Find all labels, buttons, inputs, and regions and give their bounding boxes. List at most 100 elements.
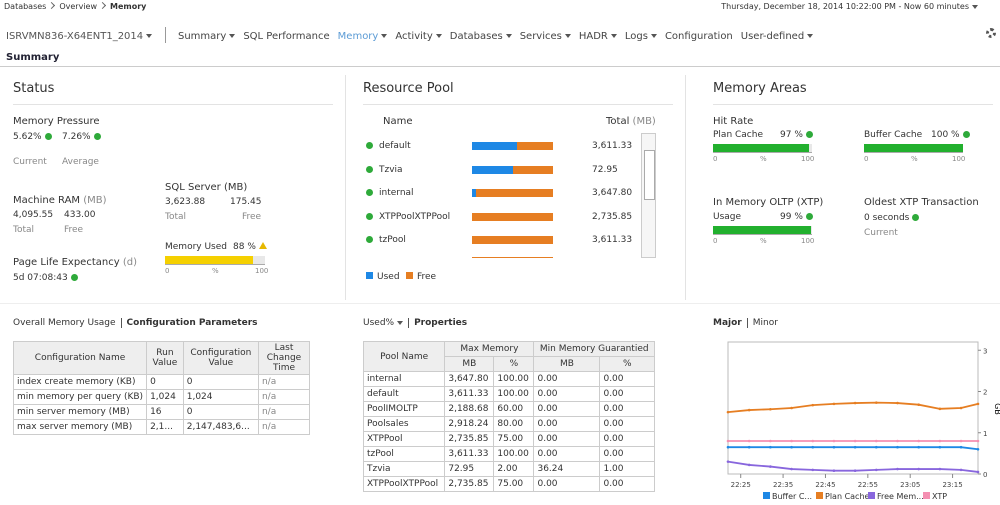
- gauge-axis: %: [911, 155, 918, 163]
- crumb[interactable]: Overview: [59, 2, 98, 11]
- point: [959, 439, 963, 443]
- time-range[interactable]: Thursday, December 18, 2014 10:22:00 PM …: [721, 2, 978, 11]
- point: [853, 401, 857, 405]
- pool-bar: [472, 189, 553, 197]
- tab[interactable]: Minor: [746, 318, 778, 328]
- plot-frame: [727, 341, 979, 475]
- point: [853, 469, 857, 472]
- label: Memory Pressure: [13, 116, 100, 127]
- tab[interactable]: Major: [713, 318, 742, 328]
- cell: 0.00: [533, 431, 601, 447]
- caption: Current: [864, 228, 898, 238]
- point: [976, 447, 980, 451]
- server-select[interactable]: ISRVMN836-X64ENT1_2014: [6, 31, 153, 42]
- server-name[interactable]: ISRVMN836-X64ENT1_2014: [6, 31, 144, 42]
- cell: 2,188.68: [444, 401, 495, 417]
- divider: [0, 303, 1000, 304]
- point: [811, 403, 815, 407]
- cell: XTPPoolXTPPool: [362, 476, 446, 492]
- row: internal 3,647.80 100.00 0.00 0.00: [362, 371, 655, 387]
- column-header: Total (MB): [606, 116, 656, 127]
- nav-item[interactable]: Memory: [338, 31, 388, 42]
- point: [976, 402, 980, 406]
- y2-tick-label: 0: [983, 471, 987, 479]
- value: 100 %: [931, 130, 960, 140]
- divider: [345, 75, 346, 300]
- nav-item[interactable]: Services: [520, 31, 571, 42]
- nav-item[interactable]: Summary: [178, 31, 236, 42]
- series-line: [727, 460, 979, 473]
- nav-item[interactable]: Activity: [395, 31, 442, 42]
- value: 0 seconds: [864, 213, 920, 223]
- tabs: Overall Memory Usage Configuration Parame…: [13, 318, 258, 328]
- settings-icon[interactable]: [986, 28, 996, 38]
- nav-item[interactable]: HADR: [579, 31, 617, 42]
- pool-total: 72.95: [592, 164, 618, 175]
- point: [790, 445, 793, 449]
- tab[interactable]: Used%: [363, 318, 395, 328]
- gauge-axis: 0: [713, 237, 718, 245]
- legend-item: Free: [406, 272, 436, 282]
- value: 100 %: [931, 130, 970, 140]
- cell: n/a: [257, 389, 311, 405]
- nav-item[interactable]: Configuration: [664, 31, 733, 42]
- point: [747, 445, 751, 449]
- ok-icon: [805, 213, 813, 220]
- cell: 75.00: [493, 476, 535, 492]
- cell: 2,1...: [146, 419, 184, 435]
- row: Poolsales 2,918.24 80.00 0.00 0.00: [362, 416, 655, 432]
- divider: [472, 257, 553, 258]
- legend-label: Buffer C...: [772, 492, 812, 501]
- scroll-thumb[interactable]: [644, 150, 655, 200]
- divider: [165, 27, 166, 43]
- legend-label: Free Mem...: [877, 492, 924, 501]
- value: 99 %: [780, 212, 803, 222]
- tab[interactable]: Overall Memory Usage: [13, 318, 116, 328]
- row: min server memory (MB) 16 0 n/a: [12, 404, 311, 420]
- cell: 0.00: [533, 416, 601, 432]
- pool-bar: [472, 236, 553, 244]
- row: tzPool 3,611.33 100.00 0.00 0.00: [362, 446, 655, 462]
- column-header: Total: [606, 116, 630, 127]
- cell: n/a: [257, 374, 311, 390]
- tab[interactable]: Configuration Parameters: [120, 318, 258, 328]
- nav-item[interactable]: SQL Performance: [243, 31, 330, 42]
- pool-bar: [472, 142, 553, 150]
- cell: default: [362, 386, 446, 402]
- crumb[interactable]: Databases: [4, 2, 47, 11]
- cell: 0: [182, 404, 259, 420]
- point: [976, 470, 980, 474]
- nav-item[interactable]: User-defined: [741, 31, 814, 42]
- cell: 16: [146, 404, 184, 420]
- column-header: Name: [383, 116, 413, 127]
- gauge: [165, 256, 265, 265]
- y2-tick-label: 1: [983, 430, 987, 438]
- nav-item[interactable]: Logs: [625, 31, 657, 42]
- point: [790, 439, 793, 443]
- point: [832, 439, 836, 443]
- point: [875, 445, 878, 449]
- tabs: Major Minor: [713, 318, 778, 328]
- nav-item[interactable]: Databases: [450, 31, 512, 42]
- label: Hit Rate: [713, 116, 754, 127]
- cell: 0.00: [533, 371, 601, 387]
- point: [853, 445, 857, 449]
- value: 3,623.88: [165, 197, 206, 207]
- point: [747, 408, 751, 412]
- column-header: Min Memory Guarantied: [533, 341, 655, 357]
- y2-tick-label: 3: [983, 347, 987, 355]
- scrollbar[interactable]: [641, 133, 656, 258]
- ok-icon: [366, 189, 373, 196]
- cell: max server memory (MB): [12, 419, 148, 435]
- gauge-axis: %: [760, 237, 767, 245]
- tab[interactable]: Properties: [408, 318, 468, 328]
- row: XTPPool 2,735.85 75.00 0.00 0.00: [362, 431, 655, 447]
- point: [896, 467, 899, 471]
- time-range-text[interactable]: Thursday, December 18, 2014 10:22:00 PM …: [721, 2, 969, 11]
- row: max server memory (MB) 2,1... 2,147,483,6.…: [12, 419, 311, 435]
- point: [790, 467, 793, 471]
- pool-total: 2,735.85: [592, 211, 633, 222]
- header-row: MB% MB%: [364, 356, 655, 372]
- point: [938, 407, 942, 411]
- column-header: MB: [533, 356, 601, 372]
